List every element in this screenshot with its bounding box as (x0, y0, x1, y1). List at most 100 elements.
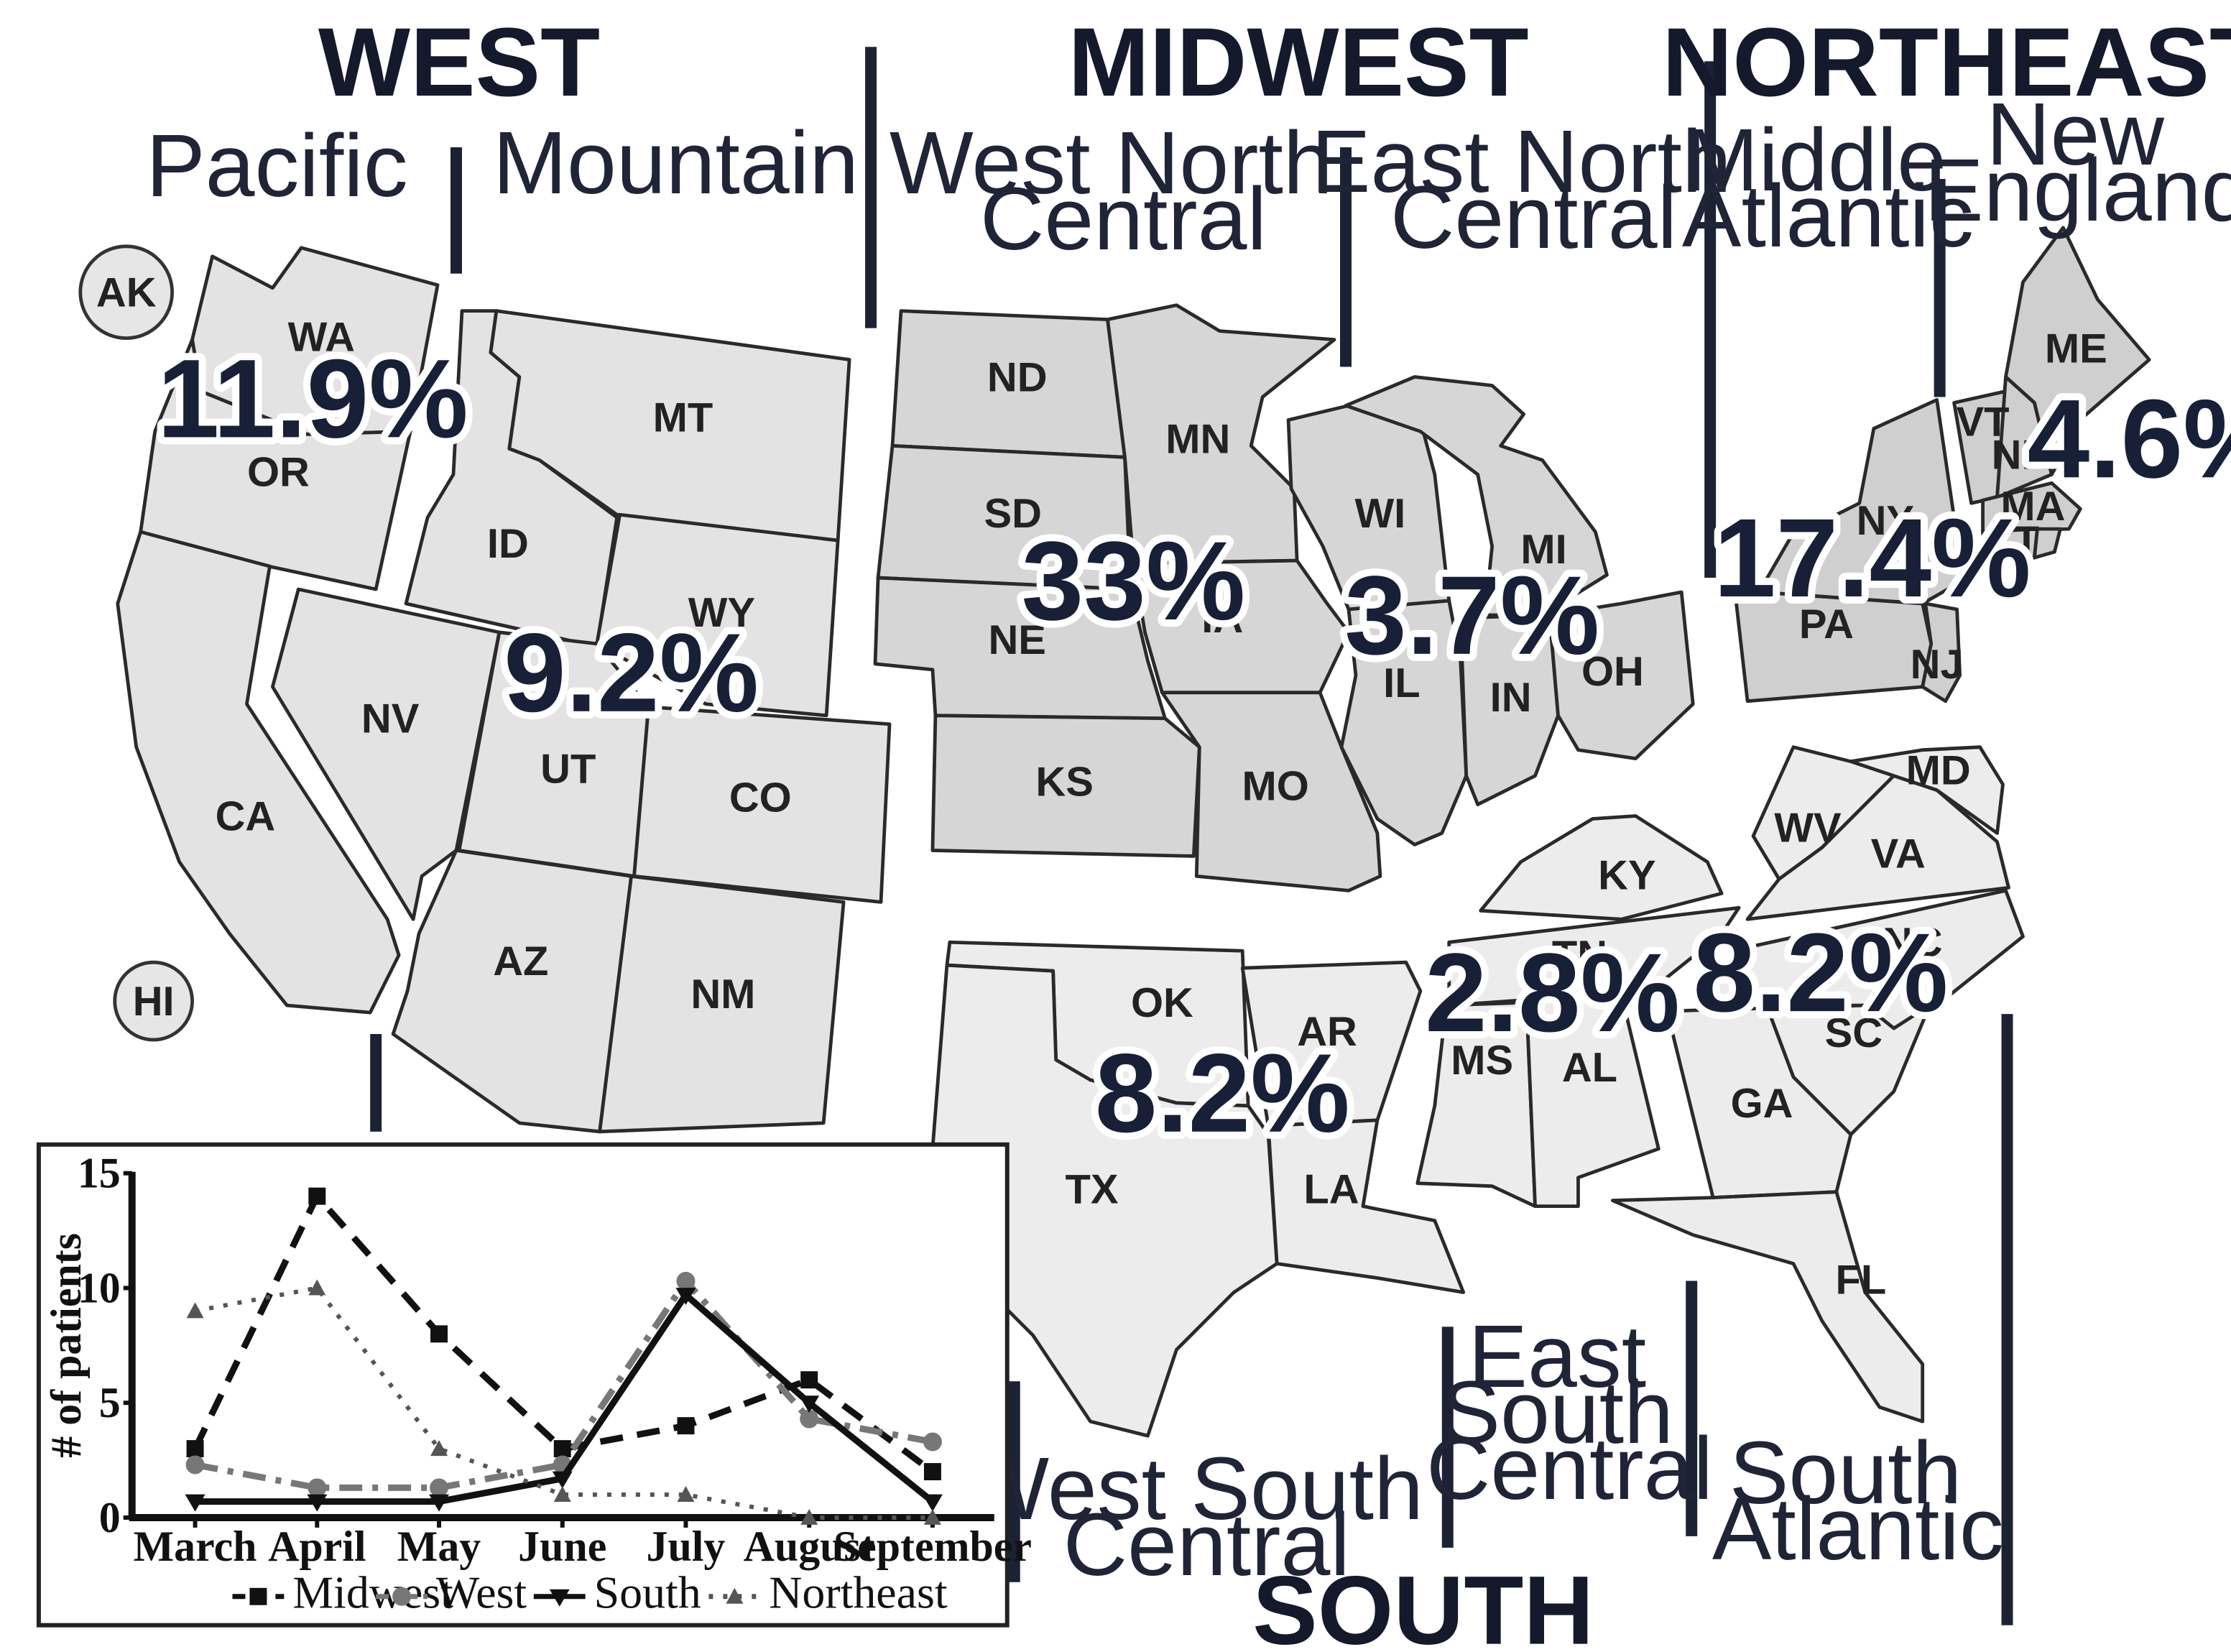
state-la (1266, 1118, 1466, 1294)
legend-label-northeast: Northeast (769, 1567, 948, 1618)
state-label-oh: OH (1581, 649, 1644, 695)
state-labels: AK HI WA OR CA ID MT WY NV UT CO AZ NM N… (96, 270, 2107, 1303)
data-point-northeast (430, 1440, 448, 1457)
data-point-west (430, 1478, 448, 1498)
y-axis-title: # of patients (42, 1233, 90, 1458)
state-label-il: IL (1383, 660, 1420, 706)
state-label-wv: WV (1774, 805, 1842, 851)
y-tick-label: 10 (78, 1264, 121, 1311)
state-label-ca: CA (216, 793, 276, 839)
state-label-tx: TX (1066, 1167, 1119, 1213)
data-point-midwest (923, 1463, 941, 1481)
pct-east-north-central: 3.7% (1344, 553, 1599, 678)
data-point-northeast (677, 1486, 695, 1502)
state-label-mn: MN (1165, 416, 1230, 462)
state-label-ok: OK (1131, 980, 1193, 1026)
data-point-south (307, 1494, 328, 1512)
legend-marker-northeast (726, 1587, 744, 1604)
state-label-me: ME (2045, 326, 2107, 372)
chart-series-lines (185, 1187, 943, 1525)
data-point-west (185, 1455, 205, 1475)
state-label-fl: FL (1835, 1257, 1886, 1303)
legend-marker-midwest (249, 1587, 267, 1605)
patients-by-month-chart: # of patients 0 5 10 15 March April May June Ju… (36, 1142, 1032, 1628)
state-label-sd: SD (984, 491, 1042, 537)
state-az (391, 849, 633, 1134)
x-tick-label: August (744, 1523, 875, 1570)
state-label-mi: MI (1520, 527, 1566, 573)
state-label-ma: MA (2000, 484, 2065, 530)
data-point-northeast (553, 1486, 571, 1502)
division-title-west-south-central: West South Central (965, 1439, 1448, 1595)
data-point-northeast (800, 1508, 818, 1525)
state-label-pa: PA (1799, 601, 1854, 647)
state-ri (2033, 527, 2062, 560)
x-tick-label: March (134, 1523, 257, 1570)
state-label-wa: WA (288, 315, 355, 361)
data-point-south (429, 1494, 449, 1512)
state-label-wi: WI (1355, 491, 1406, 537)
state-label-az: AZ (493, 938, 548, 984)
division-title-east-south-central: East South Central (1426, 1307, 1713, 1518)
northeast-region-states (1734, 226, 2151, 703)
state-label-ne: NE (989, 617, 1046, 663)
pct-middle-atlantic: 17.4% (1714, 496, 2031, 621)
state-label-wy: WY (688, 590, 755, 636)
division-title-new-england: New England (1924, 85, 2231, 240)
state-label-sc: SC (1825, 1010, 1883, 1056)
data-point-south (922, 1494, 943, 1512)
y-tick-label: 15 (78, 1150, 121, 1197)
state-tn (1447, 905, 1741, 1007)
division-title-east-north-central: East North Central (1311, 112, 1756, 267)
division-percentages: 11.9% 9.2% 33% 3.7% 17.4% 4.6% 8.2% 2.8%… (150, 329, 2231, 1163)
pct-pacific: 11.9% (157, 336, 468, 461)
state-mn (1106, 303, 1336, 566)
state-label-ct: CT (1984, 518, 2039, 564)
region-title-midwest: MIDWEST (1068, 7, 1529, 116)
series-northeast (186, 1279, 941, 1525)
data-point-midwest (430, 1325, 448, 1343)
state-label-ak: AK (96, 270, 157, 316)
state-label-nh: NH (1992, 432, 2052, 478)
state-wy (595, 512, 840, 718)
state-co (632, 705, 892, 904)
state-hi-circle (113, 960, 194, 1042)
data-point-midwest (677, 1417, 695, 1435)
data-point-midwest (800, 1371, 818, 1389)
state-label-ms: MS (1451, 1038, 1513, 1084)
legend-marker-west (392, 1587, 412, 1606)
state-label-al: AL (1562, 1045, 1617, 1091)
pct-west-north-central: 33% (1022, 519, 1246, 644)
series-midwest (186, 1187, 941, 1481)
data-point-midwest (186, 1440, 204, 1458)
state-md (1849, 745, 2005, 835)
data-point-west (308, 1478, 327, 1498)
state-nm (598, 874, 846, 1134)
state-label-in: IN (1490, 675, 1532, 721)
series-south (185, 1288, 943, 1512)
state-nj (1921, 601, 1962, 703)
state-label-ia: IA (1201, 596, 1243, 642)
x-tick-label: June (518, 1523, 606, 1570)
state-label-id: ID (487, 521, 529, 567)
state-ar (1240, 960, 1423, 1128)
series-west (185, 1271, 942, 1498)
state-label-nd: ND (987, 354, 1048, 400)
pct-south-atlantic: 8.2% (1693, 910, 1948, 1035)
south-region-states (930, 745, 2025, 1438)
state-label-ga: GA (1731, 1081, 1793, 1127)
data-point-west (923, 1432, 942, 1452)
data-point-south (552, 1471, 573, 1489)
x-tick-label: May (397, 1523, 481, 1570)
y-tick-label: 0 (99, 1494, 121, 1541)
state-label-or: OR (247, 449, 310, 495)
state-mt (489, 309, 851, 543)
pct-new-england: 4.6% (2028, 377, 2231, 502)
state-or (139, 338, 412, 591)
state-al (1525, 992, 1660, 1209)
division-title-south-atlantic: South Atlantic (1712, 1423, 2004, 1579)
division-title-mountain: Mountain (493, 114, 859, 213)
data-point-west (676, 1271, 696, 1291)
state-ma (1981, 481, 2082, 534)
